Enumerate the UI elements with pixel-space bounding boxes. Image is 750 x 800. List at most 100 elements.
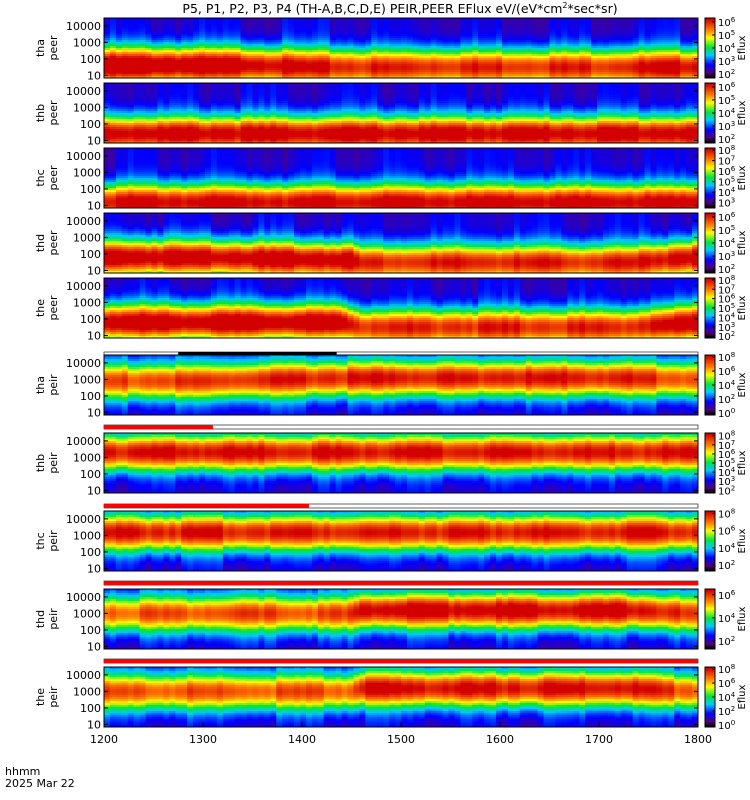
spectrogram-tha-peir bbox=[104, 355, 698, 415]
spectrogram-the-peer bbox=[104, 278, 698, 338]
x-tick-label: 1800 bbox=[684, 733, 712, 746]
colorbar-tick-label: 107 bbox=[718, 283, 735, 296]
colorbar-tick-label: 100 bbox=[718, 719, 735, 732]
panel-thb-peer: 10 100 1000 10000 thb peer 102103104105106Eflu… bbox=[34, 81, 748, 148]
colorbar-tick-label: 103 bbox=[718, 250, 735, 263]
panel-probe-label: thd bbox=[34, 610, 47, 628]
y-tick-label: 10000 bbox=[66, 513, 101, 526]
colorbar-tick-label: 102 bbox=[718, 559, 735, 572]
figure-title: P5, P1, P2, P3, P4 (TH-A,B,C,D,E) PEIR,P… bbox=[182, 1, 617, 16]
colorbar-tick-label: 105 bbox=[718, 94, 735, 107]
y-tick-label: 10000 bbox=[66, 669, 101, 682]
y-tick-label: 10000 bbox=[66, 435, 101, 448]
panel-probe-label: thc bbox=[34, 169, 47, 186]
colorbar-tick-label: 103 bbox=[718, 120, 735, 133]
colorbar-tick-label: 106 bbox=[718, 81, 736, 94]
y-tick-label: 10 bbox=[87, 134, 101, 147]
colorbar-tick-label: 103 bbox=[718, 197, 735, 210]
colorbar-label: Eflux bbox=[737, 450, 748, 475]
colorbar-tick-label: 108 bbox=[718, 274, 735, 287]
colorbar-tick-label: 104 bbox=[718, 466, 736, 479]
colorbar-tick-label: 104 bbox=[718, 542, 736, 555]
colorbar-tick-label: 106 bbox=[718, 293, 736, 306]
colorbar-label: Eflux bbox=[737, 230, 748, 255]
colorbar-tick-label: 108 bbox=[718, 430, 735, 443]
colorbar-tick-label: 105 bbox=[718, 29, 735, 42]
spectrogram-thd-peir bbox=[104, 589, 698, 649]
y-tick-label: 10000 bbox=[66, 150, 101, 163]
x-tick-label: 1500 bbox=[387, 733, 415, 746]
panel-probe-label: thb bbox=[34, 104, 47, 122]
y-tick-label: 10000 bbox=[66, 20, 101, 33]
y-tick-label: 1000 bbox=[73, 373, 101, 386]
panel-tha-peer: 10 100 1000 10000 tha peer 102103104105106Eflu… bbox=[34, 16, 748, 83]
colorbar-tick-label: 108 bbox=[718, 144, 735, 157]
x-tick-label: 1400 bbox=[288, 733, 316, 746]
colorbar-tick-label: 104 bbox=[718, 379, 736, 392]
x-tick-label: 1300 bbox=[189, 733, 217, 746]
colorbar-tick-label: 106 bbox=[718, 677, 736, 690]
y-tick-label: 10 bbox=[87, 69, 101, 82]
flag-bar bbox=[104, 504, 309, 508]
colorbar-tick-label: 103 bbox=[718, 321, 735, 334]
colorbar-label: Eflux bbox=[737, 295, 748, 320]
y-tick-label: 10000 bbox=[66, 591, 101, 604]
panel-species-label: peir bbox=[47, 530, 60, 552]
x-axis-label-hhmm: hhmm bbox=[5, 765, 40, 778]
panel-species-label: peir bbox=[47, 452, 60, 474]
y-tick-label: 10 bbox=[87, 562, 101, 575]
panel-probe-label: thb bbox=[34, 454, 47, 472]
y-tick-label: 100 bbox=[80, 248, 101, 261]
panel-species-label: peir bbox=[47, 374, 60, 396]
colorbar-tick-label: 108 bbox=[718, 663, 735, 676]
colorbar-tick-label: 104 bbox=[718, 107, 736, 120]
y-tick-label: 10000 bbox=[66, 85, 101, 98]
spectrogram-thd-peer bbox=[104, 213, 698, 273]
panel-species-label: peir bbox=[47, 686, 60, 708]
spectrogram-thc-peer bbox=[104, 148, 698, 208]
colorbar-tick-label: 102 bbox=[718, 484, 735, 497]
flag-bar bbox=[104, 425, 213, 429]
spectrogram-thb-peir bbox=[104, 433, 698, 493]
colorbar-tick-label: 106 bbox=[718, 16, 736, 29]
colorbar-label: Eflux bbox=[737, 100, 748, 125]
y-tick-label: 1000 bbox=[73, 607, 101, 620]
y-tick-label: 1000 bbox=[73, 166, 101, 179]
y-tick-label: 1000 bbox=[73, 296, 101, 309]
spectrogram-tha-peer bbox=[104, 18, 698, 78]
flag-bar bbox=[178, 352, 337, 356]
colorbar-tick-label: 102 bbox=[718, 635, 735, 648]
panel-probe-label: the bbox=[34, 299, 47, 317]
y-tick-label: 100 bbox=[80, 702, 101, 715]
y-tick-label: 10000 bbox=[66, 357, 101, 370]
x-axis: 1200 1300 1400 1500 1600 1700 1800 bbox=[90, 722, 712, 746]
colorbar-tick-label: 104 bbox=[718, 42, 736, 55]
y-tick-label: 10 bbox=[87, 484, 101, 497]
panel-thb-peir: 10 100 1000 10000 thb peir 1021031041051061071… bbox=[34, 430, 748, 509]
y-tick-label: 10 bbox=[87, 406, 101, 419]
y-tick-label: 100 bbox=[80, 468, 101, 481]
spectrogram-the-peir bbox=[104, 667, 698, 727]
y-tick-label: 1000 bbox=[73, 529, 101, 542]
colorbar-tick-label: 105 bbox=[718, 302, 735, 315]
y-tick-label: 10 bbox=[87, 199, 101, 212]
y-tick-label: 10 bbox=[87, 640, 101, 653]
colorbar-tick-label: 105 bbox=[718, 457, 735, 470]
colorbar-tick-label: 100 bbox=[718, 407, 735, 420]
panel-species-label: peer bbox=[47, 295, 60, 321]
x-axis-label-date: 2025 Mar 22 bbox=[5, 777, 75, 790]
flag-bar bbox=[104, 659, 698, 663]
y-tick-label: 10 bbox=[87, 718, 101, 731]
panel-the-peer: 10 100 1000 10000 the peer 1021031041051061071… bbox=[34, 274, 748, 357]
colorbar-tick-label: 103 bbox=[718, 475, 735, 488]
y-tick-label: 100 bbox=[80, 53, 101, 66]
